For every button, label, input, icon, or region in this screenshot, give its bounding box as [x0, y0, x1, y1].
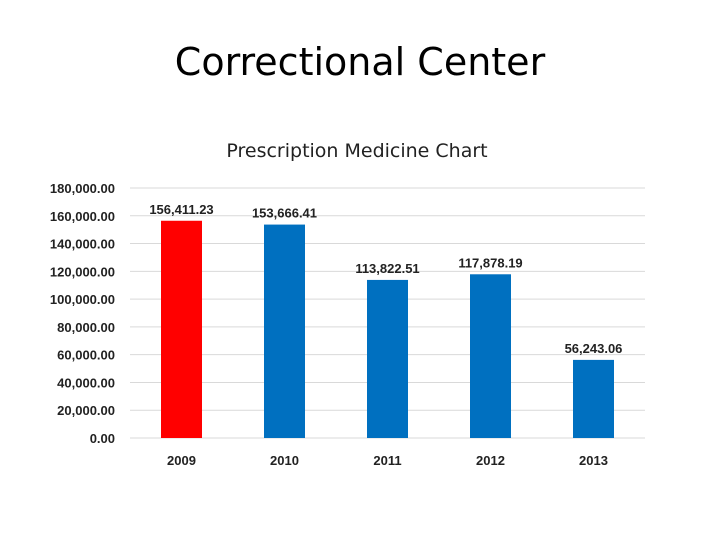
bar-2012: [470, 274, 511, 438]
y-tick-label: 140,000.00: [50, 237, 115, 252]
x-tick-label: 2009: [167, 453, 196, 468]
data-label: 156,411.23: [149, 202, 213, 217]
y-tick-label: 120,000.00: [50, 264, 115, 279]
bar-2013: [573, 359, 614, 438]
x-tick-label: 2013: [579, 453, 608, 468]
y-tick-label: 180,000.00: [50, 181, 115, 196]
y-tick-label: 40,000.00: [57, 375, 115, 390]
y-tick-label: 160,000.00: [50, 209, 115, 224]
y-tick-label: 20,000.00: [57, 403, 115, 418]
bar-2010: [264, 224, 305, 438]
y-tick-label: 100,000.00: [50, 292, 115, 307]
y-tick-label: 0.00: [90, 431, 115, 446]
y-tick-label: 60,000.00: [57, 348, 115, 363]
chart-title: Prescription Medicine Chart: [226, 140, 487, 162]
data-label: 56,243.06: [565, 341, 623, 356]
y-axis: 0.00 20,000.00 40,000.00 60,000.00 80,000.00…: [50, 181, 115, 446]
x-tick-label: 2011: [373, 453, 401, 468]
x-tick-label: 2010: [270, 453, 299, 468]
y-tick-label: 80,000.00: [57, 320, 115, 335]
x-axis: 2009 2010 2011 2012 2013: [167, 453, 608, 468]
bar-series: 156,411.23 153,666.41 113,822.51 117,878.19…: [149, 202, 622, 438]
bar-2011: [367, 279, 408, 438]
data-label: 153,666.41: [252, 206, 317, 221]
data-label: 113,822.51: [355, 261, 419, 276]
bar-2009: [161, 220, 202, 438]
x-tick-label: 2012: [476, 453, 505, 468]
slide-title: Correctional Center: [174, 40, 546, 84]
data-label: 117,878.19: [458, 255, 522, 270]
